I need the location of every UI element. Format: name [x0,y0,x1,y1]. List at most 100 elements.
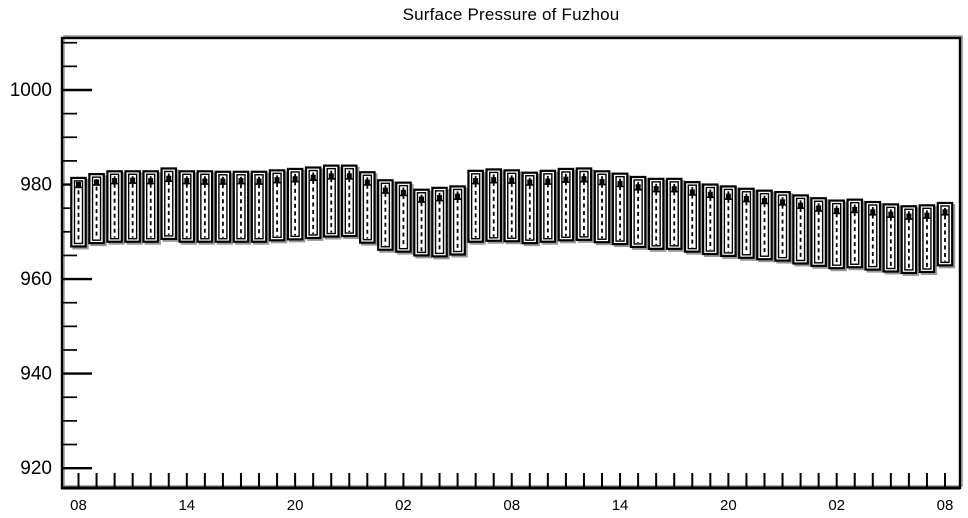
mean-marker [437,195,443,201]
mean-marker [292,176,298,182]
box-glyph [268,169,288,244]
box-inner [525,175,535,241]
x-axis-tick-label: 02 [828,497,845,514]
mean-marker [743,196,749,202]
box-glyph [359,171,378,246]
box-inner [759,192,770,257]
box-inner [561,171,571,239]
box-glyph [250,170,270,245]
box-glyph [304,166,324,241]
mean-marker [798,202,804,208]
box-glyph [720,185,739,259]
box-glyph [575,167,595,243]
box-inner [254,174,264,240]
box-inner [723,188,734,254]
box-inner [236,174,246,240]
box-inner [669,181,679,247]
box-inner [488,171,499,239]
mean-marker [76,181,81,187]
mean-marker [563,176,569,182]
box-glyph [106,170,125,245]
box-glyph [521,171,541,247]
x-axis-tick-label: 08 [70,497,87,514]
mean-marker [112,178,118,184]
mean-marker [455,193,461,199]
box-glyph [792,194,811,267]
box-glyph [431,186,450,260]
mean-marker [888,211,894,217]
box-inner [651,181,661,247]
mean-marker [707,191,713,197]
box-inner [615,175,625,242]
mean-marker [653,186,659,192]
chart-title: Surface Pressure of Fuzhou [402,5,620,24]
box-inner [200,173,210,240]
box-inner [813,200,824,264]
mean-marker [545,178,551,184]
box-glyph [467,169,486,245]
box-inner [507,172,517,239]
mean-marker [689,189,695,195]
box-glyph [178,170,198,245]
box-glyph [611,172,631,248]
box-inner [362,174,373,241]
box-glyph [377,179,396,253]
box-glyph [810,197,829,269]
mean-marker [148,178,154,184]
box-inner [182,173,192,240]
box-glyph [395,181,414,255]
mean-marker [581,176,587,182]
box-glyph [124,170,143,245]
box-glyph [196,170,216,245]
box-glyph [449,185,468,258]
mean-marker [509,177,515,183]
x-axis-tick-label: 20 [720,497,737,514]
box-inner [850,201,860,265]
mean-marker [473,178,479,184]
box-glyph [900,205,920,276]
box-inner [452,188,463,253]
box-inner [705,186,716,252]
box-glyph [142,170,161,245]
mean-marker [274,177,280,183]
box-glyph [774,190,793,264]
mean-marker [328,173,334,179]
box-glyph [629,175,649,250]
box-glyph [702,183,721,258]
mean-marker [780,199,786,205]
x-axis-tick-label: 14 [178,497,195,514]
box-inner [398,184,409,250]
x-axis-tick-label: 08 [503,497,520,514]
mean-marker [346,173,352,179]
mean-marker [761,197,767,203]
box-glyph [413,188,432,259]
mean-marker [671,186,677,192]
mean-marker [635,184,641,190]
box-inner [470,173,481,240]
box-inner [272,172,282,239]
box-glyph [214,170,234,245]
box-glyph [828,199,847,272]
mean-marker [906,213,912,219]
box-glyph [864,200,883,273]
mean-marker [924,212,930,218]
mean-marker [202,178,208,184]
box-glyph [232,170,252,245]
y-axis-tick-label: 1000 [10,80,52,101]
mean-marker [364,179,370,185]
box-inner [904,208,914,271]
mean-marker [527,179,533,185]
mean-marker [382,187,388,193]
mean-marker [834,207,840,213]
box-glyph [683,181,703,255]
box-glyph [665,177,685,252]
box-inner [922,207,932,270]
box-inner [164,170,174,237]
box-glyph [756,189,775,263]
box-glyph [160,167,179,242]
box-inner [831,202,842,266]
mean-marker [310,174,316,180]
box-glyph [503,169,522,245]
box-glyph [322,164,342,240]
